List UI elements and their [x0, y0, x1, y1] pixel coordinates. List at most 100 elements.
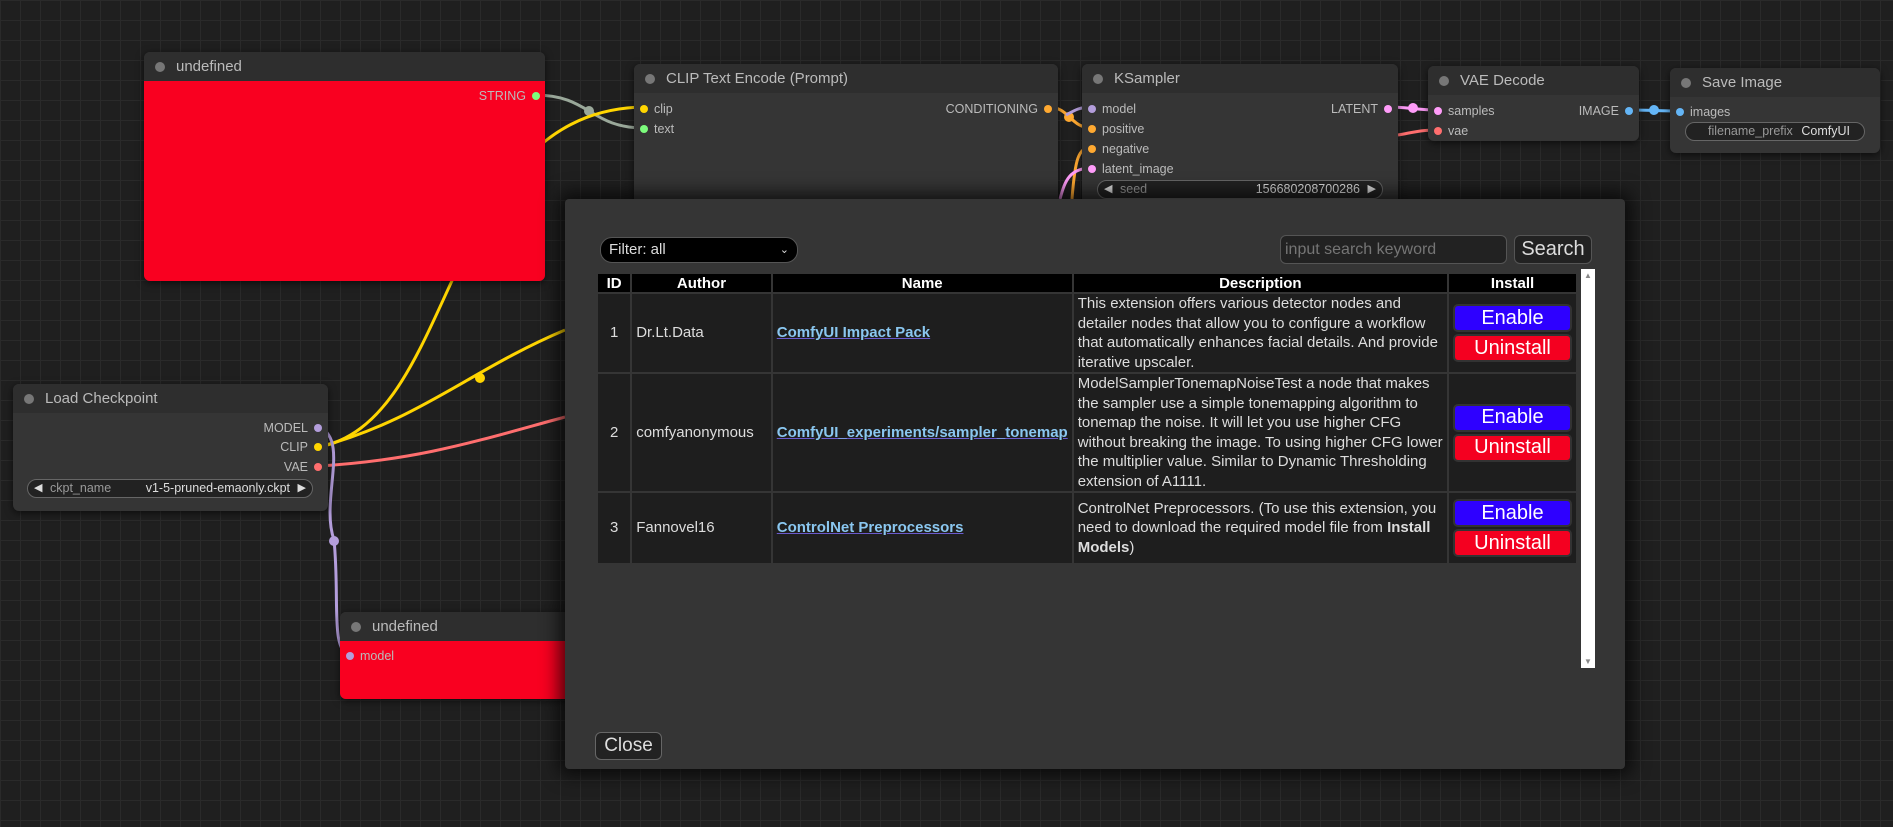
slot-label: text — [654, 122, 675, 136]
column-header-author: Author — [630, 272, 773, 294]
input-samples[interactable]: samples — [1434, 104, 1495, 118]
ckpt-name-widget[interactable]: ◀ ckpt_name v1-5-pruned-emaonly.ckpt ▶ — [27, 479, 313, 498]
cell-id: 3 — [595, 491, 633, 565]
slot-dot[interactable] — [1434, 127, 1442, 135]
input-text[interactable]: text — [640, 122, 674, 136]
slot-dot[interactable] — [1088, 165, 1096, 173]
node-body — [340, 641, 580, 699]
slot-dot[interactable] — [1384, 105, 1392, 113]
slot-dot[interactable] — [314, 463, 322, 471]
load-checkpoint-node[interactable]: Load Checkpoint MODEL CLIP VAE ◀ ckpt_nam… — [13, 384, 328, 511]
widget-value: v1-5-pruned-emaonly.ckpt — [145, 481, 290, 495]
uninstall-button[interactable]: Uninstall — [1452, 334, 1572, 362]
cell-description: ControlNet Preprocessors. (To use this e… — [1071, 491, 1449, 565]
widget-label: seed — [1120, 182, 1148, 196]
slot-dot[interactable] — [640, 105, 648, 113]
enable-button[interactable]: Enable — [1452, 499, 1572, 527]
decrement-arrow-icon[interactable]: ◀ — [34, 482, 43, 494]
undefined-node-top[interactable]: undefined STRING — [144, 52, 545, 281]
search-button[interactable]: Search — [1514, 235, 1592, 264]
table-row: 1 Dr.Lt.Data ComfyUI Impact Pack This ex… — [595, 292, 1579, 374]
table-header: ID Author Name Description Install — [595, 272, 1579, 294]
cell-install: Enable Uninstall — [1446, 372, 1579, 493]
slot-dot[interactable] — [640, 125, 648, 133]
cell-author: Fannovel16 — [630, 491, 773, 565]
cell-author: Dr.Lt.Data — [630, 292, 773, 374]
vae-decode-node[interactable]: VAE Decode samples vae IMAGE — [1428, 66, 1639, 141]
node-title[interactable]: CLIP Text Encode (Prompt) — [634, 64, 1058, 93]
slot-dot[interactable] — [1088, 145, 1096, 153]
slot-dot[interactable] — [314, 443, 322, 451]
output-clip[interactable]: CLIP — [280, 440, 322, 454]
widget-value: 156680208700286 — [1255, 182, 1360, 196]
node-title[interactable]: VAE Decode — [1428, 66, 1639, 95]
column-header-install: Install — [1446, 272, 1579, 294]
slot-label: CLIP — [280, 440, 308, 454]
increment-arrow-icon[interactable]: ▶ — [297, 482, 306, 494]
extension-link[interactable]: ComfyUI_experiments/sampler_tonemap — [776, 423, 1068, 441]
node-title[interactable]: Save Image — [1670, 68, 1880, 97]
increment-arrow-icon[interactable]: ▶ — [1367, 183, 1376, 195]
link-midpoint — [329, 536, 339, 546]
input-latent-image[interactable]: latent_image — [1088, 162, 1174, 176]
decrement-arrow-icon[interactable]: ◀ — [1104, 183, 1113, 195]
description-text: ControlNet Preprocessors. (To use this e… — [1077, 499, 1437, 537]
seed-widget[interactable]: ◀ seed 156680208700286 ▶ — [1097, 180, 1383, 199]
slot-label: CONDITIONING — [945, 102, 1038, 116]
link-string-text — [534, 93, 645, 130]
scroll-up-icon[interactable]: ▲ — [1584, 271, 1592, 280]
input-vae[interactable]: vae — [1434, 124, 1468, 138]
cell-install: Enable Uninstall — [1446, 292, 1579, 374]
uninstall-button[interactable]: Uninstall — [1452, 433, 1572, 462]
enable-button[interactable]: Enable — [1452, 403, 1572, 432]
search-input[interactable] — [1280, 235, 1507, 264]
table-scrollbar[interactable]: ▲ ▼ — [1581, 269, 1595, 668]
cell-install: Enable Uninstall — [1446, 491, 1579, 565]
slot-label: LATENT — [1331, 102, 1378, 116]
node-title[interactable]: Load Checkpoint — [13, 384, 328, 413]
input-model[interactable]: model — [1088, 102, 1136, 116]
slot-dot[interactable] — [314, 424, 322, 432]
slot-label: model — [1102, 102, 1137, 116]
filename-prefix-widget[interactable]: filename_prefix ComfyUI — [1685, 122, 1865, 141]
extension-link[interactable]: ControlNet Preprocessors — [776, 519, 964, 537]
scroll-down-icon[interactable]: ▼ — [1584, 657, 1592, 666]
uninstall-button[interactable]: Uninstall — [1452, 529, 1572, 557]
cell-description: This extension offers various detector n… — [1071, 292, 1449, 374]
node-title[interactable]: undefined — [144, 52, 545, 81]
input-model[interactable]: model — [346, 649, 394, 663]
slot-dot[interactable] — [1676, 108, 1684, 116]
close-button[interactable]: Close — [595, 732, 662, 760]
slot-dot[interactable] — [1088, 125, 1096, 133]
slot-dot[interactable] — [1088, 105, 1096, 113]
slot-dot[interactable] — [532, 92, 540, 100]
slot-label: vae — [1448, 124, 1469, 138]
output-image[interactable]: IMAGE — [1579, 104, 1633, 118]
extensions-table: ID Author Name Description Install 1 Dr.… — [595, 272, 1579, 565]
cell-name: ComfyUI Impact Pack — [770, 292, 1074, 374]
output-string[interactable]: STRING — [479, 89, 540, 103]
output-model[interactable]: MODEL — [264, 421, 322, 435]
input-positive[interactable]: positive — [1088, 122, 1144, 136]
slot-label: model — [360, 649, 395, 663]
node-title[interactable]: KSampler — [1082, 64, 1398, 93]
slot-dot[interactable] — [346, 652, 354, 660]
output-vae[interactable]: VAE — [284, 460, 322, 474]
node-title[interactable]: undefined — [340, 612, 580, 641]
extension-link[interactable]: ComfyUI Impact Pack — [776, 324, 931, 342]
output-latent[interactable]: LATENT — [1331, 102, 1392, 116]
undefined-node-bottom[interactable]: undefined model — [340, 612, 580, 699]
slot-dot[interactable] — [1625, 107, 1633, 115]
filter-select[interactable]: Filter: all ⌄ — [600, 237, 798, 263]
widget-value: ComfyUI — [1801, 124, 1850, 138]
link-midpoint — [1064, 112, 1074, 122]
input-clip[interactable]: clip — [640, 102, 673, 116]
save-image-node[interactable]: Save Image images filename_prefix ComfyUI — [1670, 68, 1880, 153]
slot-label: latent_image — [1102, 162, 1174, 176]
enable-button[interactable]: Enable — [1452, 304, 1572, 332]
output-conditioning[interactable]: CONDITIONING — [946, 102, 1052, 116]
slot-dot[interactable] — [1044, 105, 1052, 113]
input-negative[interactable]: negative — [1088, 142, 1149, 156]
input-images[interactable]: images — [1676, 105, 1730, 119]
slot-dot[interactable] — [1434, 107, 1442, 115]
